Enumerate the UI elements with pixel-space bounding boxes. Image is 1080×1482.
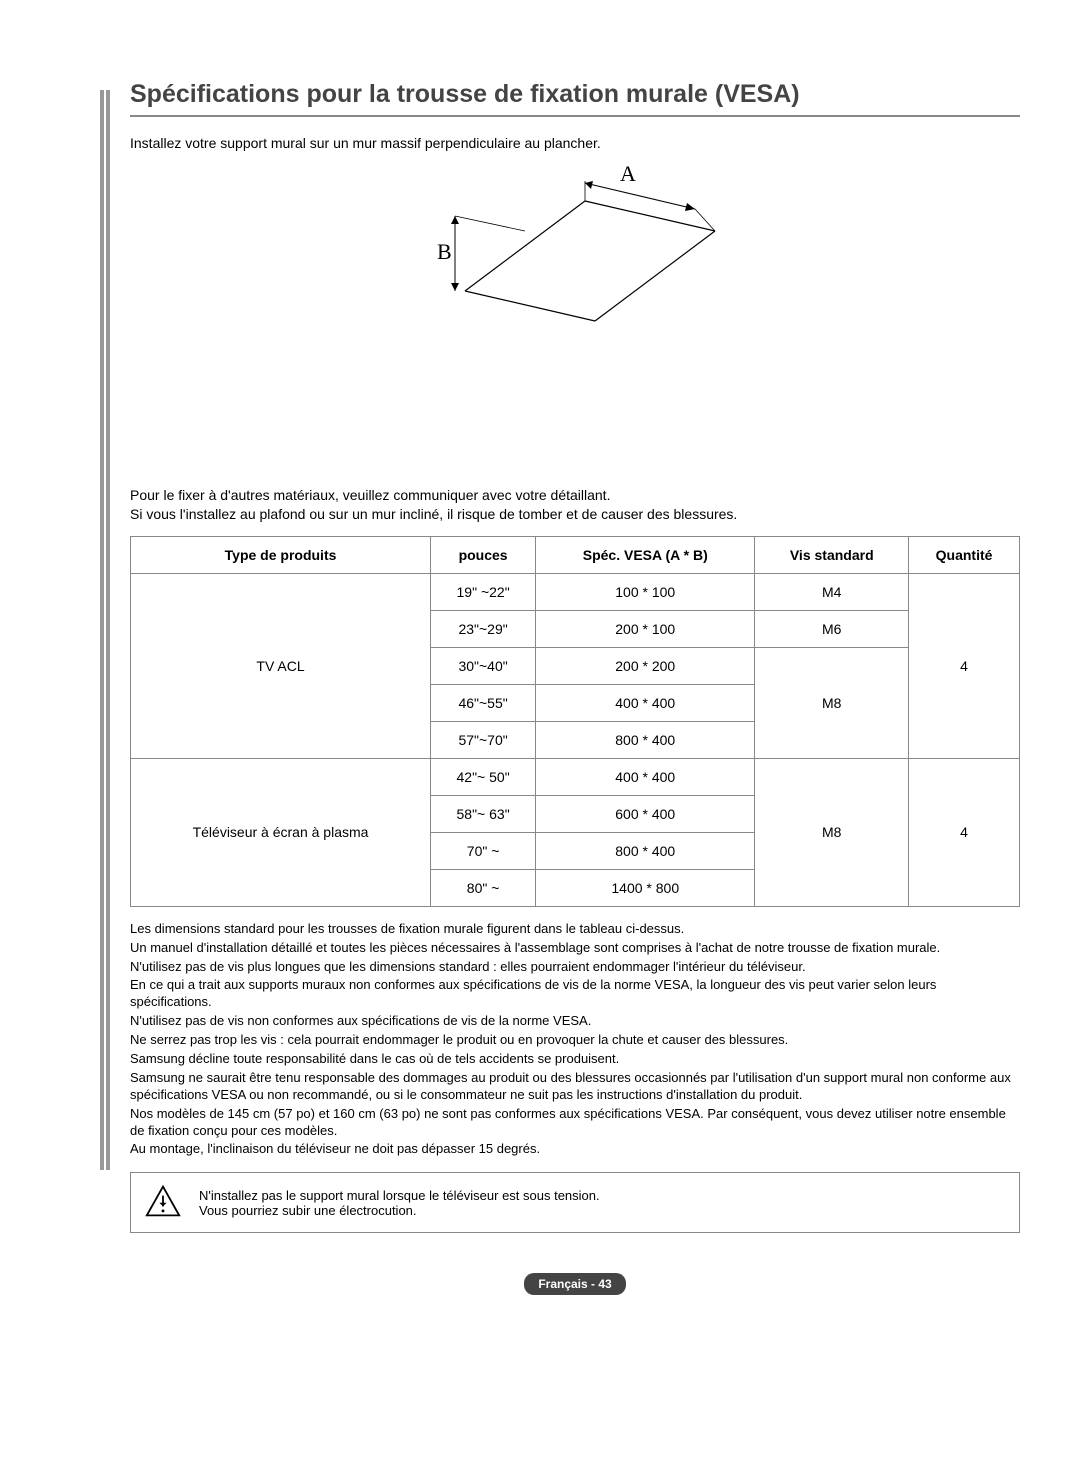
warning-text: N'installez pas le support mural lorsque… — [199, 1188, 600, 1218]
cell-inches: 80" ~ — [431, 869, 536, 906]
cell-inches: 46"~55" — [431, 684, 536, 721]
warning-icon — [145, 1183, 181, 1222]
note-line: Ne serrez pas trop les vis : cela pourra… — [130, 1032, 1020, 1049]
cell-vesa: 600 * 400 — [536, 795, 755, 832]
cell-inches: 42"~ 50" — [431, 758, 536, 795]
note-line: N'utilisez pas de vis plus longues que l… — [130, 959, 1020, 976]
mid-line-1: Pour le fixer à d'autres matériaux, veui… — [130, 487, 610, 503]
note-line: Au montage, l'inclinaison du téléviseur … — [130, 1141, 1020, 1158]
page-title: Spécifications pour la trousse de fixati… — [130, 80, 1020, 117]
cell-inches: 30"~40" — [431, 647, 536, 684]
note-line: N'utilisez pas de vis non conformes aux … — [130, 1013, 1020, 1030]
cell-vesa: 200 * 200 — [536, 647, 755, 684]
table-header-row: Type de produits pouces Spéc. VESA (A * … — [131, 536, 1020, 573]
cell-vesa: 200 * 100 — [536, 610, 755, 647]
cell-qty: 4 — [909, 573, 1020, 758]
notes-block: Les dimensions standard pour les trousse… — [130, 921, 1020, 1159]
cell-qty: 4 — [909, 758, 1020, 906]
cell-inches: 57"~70" — [431, 721, 536, 758]
cell-vesa: 800 * 400 — [536, 721, 755, 758]
intro-text: Installez votre support mural sur un mur… — [130, 135, 1020, 151]
note-line: En ce qui a trait aux supports muraux no… — [130, 977, 1020, 1011]
col-screw: Vis standard — [755, 536, 909, 573]
accent-bar-inner — [106, 90, 110, 1170]
cell-inches: 58"~ 63" — [431, 795, 536, 832]
cell-vesa: 800 * 400 — [536, 832, 755, 869]
warning-box: N'installez pas le support mural lorsque… — [130, 1172, 1020, 1233]
diagram-label-a: A — [620, 161, 636, 186]
note-line: Un manuel d'installation détaillé et tou… — [130, 940, 1020, 957]
cell-vesa: 400 * 400 — [536, 758, 755, 795]
col-vesa: Spéc. VESA (A * B) — [536, 536, 755, 573]
cell-product: Téléviseur à écran à plasma — [131, 758, 431, 906]
cell-screw: M8 — [755, 647, 909, 758]
col-product: Type de produits — [131, 536, 431, 573]
warning-line-1: N'installez pas le support mural lorsque… — [199, 1188, 600, 1203]
warning-line-2: Vous pourriez subir une électrocution. — [199, 1203, 417, 1218]
cell-vesa: 100 * 100 — [536, 573, 755, 610]
cell-product: TV ACL — [131, 573, 431, 758]
note-line: Samsung décline toute responsabilité dan… — [130, 1051, 1020, 1068]
cell-vesa: 1400 * 800 — [536, 869, 755, 906]
note-line: Les dimensions standard pour les trousse… — [130, 921, 1020, 938]
note-line: Samsung ne saurait être tenu responsable… — [130, 1070, 1020, 1104]
diagram-label-b: B — [437, 239, 452, 264]
page-footer: Français - 43 — [130, 1273, 1020, 1295]
cell-inches: 70" ~ — [431, 832, 536, 869]
table-row: TV ACL 19" ~22" 100 * 100 M4 4 — [131, 573, 1020, 610]
table-row: Téléviseur à écran à plasma 42"~ 50" 400… — [131, 758, 1020, 795]
cell-screw: M4 — [755, 573, 909, 610]
cell-inches: 23"~29" — [431, 610, 536, 647]
cell-vesa: 400 * 400 — [536, 684, 755, 721]
cell-screw: M6 — [755, 610, 909, 647]
accent-bar-outer — [100, 90, 104, 1170]
cell-screw: M8 — [755, 758, 909, 906]
col-inches: pouces — [431, 536, 536, 573]
vesa-spec-table: Type de produits pouces Spéc. VESA (A * … — [130, 536, 1020, 907]
page: Spécifications pour la trousse de fixati… — [0, 0, 1080, 1482]
content-area: Spécifications pour la trousse de fixati… — [130, 80, 1020, 1295]
col-qty: Quantité — [909, 536, 1020, 573]
mid-line-2: Si vous l'installez au plafond ou sur un… — [130, 506, 737, 522]
note-line: Nos modèles de 145 cm (57 po) et 160 cm … — [130, 1106, 1020, 1140]
mid-text: Pour le fixer à d'autres matériaux, veui… — [130, 486, 1020, 524]
footer-label: Français - 43 — [524, 1273, 625, 1295]
vesa-diagram: B A — [130, 161, 1020, 336]
cell-inches: 19" ~22" — [431, 573, 536, 610]
